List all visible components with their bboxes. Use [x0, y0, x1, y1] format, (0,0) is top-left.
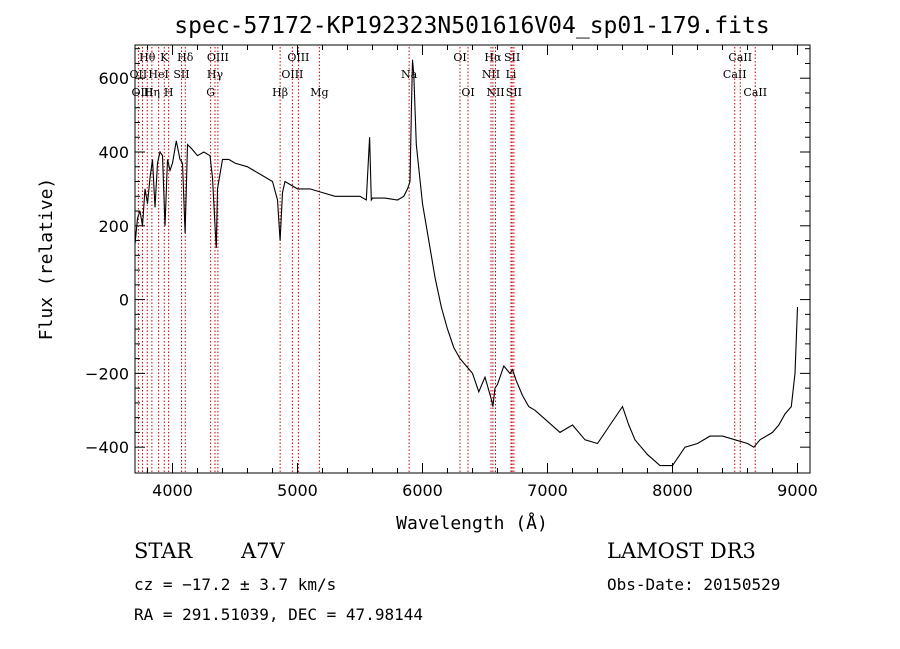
observation-date: Obs-Date: 20150529 [607, 575, 781, 594]
x-axis-label: Wavelength (Å) [396, 512, 548, 534]
emission-line-labels: HθOIIOIIIHηHeIKHSIIHδHγGOIIIHβOIIIOIIIMg… [130, 51, 768, 99]
line-label: CaII [723, 68, 747, 81]
line-label: OI [461, 86, 474, 99]
line-label: SII [173, 68, 189, 81]
x-tick-label: 5000 [277, 481, 318, 500]
ra-dec-coordinates: RA = 291.51039, DEC = 47.98144 [134, 605, 423, 624]
line-label: NII [482, 68, 500, 81]
x-tick-label: 7000 [527, 481, 568, 500]
line-label: OIII [287, 51, 309, 64]
plot-frame [134, 44, 811, 474]
y-tick-label: 600 [98, 69, 129, 88]
y-tick-label: −400 [85, 438, 129, 457]
line-label: Hα [484, 51, 502, 64]
y-axis-label: Flux (relative) [36, 178, 57, 341]
y-axis: −400 −200 0 200 400 600 [85, 48, 810, 457]
line-label: OIII [281, 68, 303, 81]
line-label: CaII [743, 86, 767, 99]
line-label: OIII [131, 86, 153, 99]
line-label: Hη [144, 86, 160, 99]
line-label: OI [453, 51, 466, 64]
line-label: K [160, 51, 169, 64]
redshift-cz: cz = −17.2 ± 3.7 km/s [134, 575, 337, 594]
line-label: HeI [148, 68, 168, 81]
object-subclass: A7V [241, 539, 285, 563]
line-label: OII [130, 68, 148, 81]
line-label: OIII [207, 51, 229, 64]
line-label: SII [504, 51, 520, 64]
x-tick-label: 4000 [152, 481, 193, 500]
emission-line-markers [137, 47, 756, 472]
line-label: NII [486, 86, 504, 99]
line-label: Na [401, 68, 418, 81]
x-axis: 4000 5000 6000 7000 8000 9000 [147, 45, 818, 500]
line-label: Hδ [177, 51, 194, 64]
line-label: G [206, 86, 215, 99]
x-tick-label: 9000 [777, 481, 818, 500]
line-label: Li [506, 68, 517, 81]
object-class: STAR [134, 539, 193, 563]
spectrum-series-line [134, 59, 799, 467]
y-tick-label: 200 [98, 217, 129, 236]
y-tick-label: −200 [85, 364, 129, 383]
y-tick-label: 400 [98, 143, 129, 162]
x-tick-label: 8000 [652, 481, 693, 500]
y-tick-label: 0 [119, 291, 129, 310]
line-label: SII [506, 86, 522, 99]
line-label: H [164, 86, 174, 99]
line-label: Hθ [139, 51, 156, 64]
line-label: Mg [310, 86, 328, 99]
chart-title: spec-57172-KP192323N501616V04_sp01-179.f… [174, 13, 769, 39]
line-label: CaII [728, 51, 752, 64]
survey-name: LAMOST DR3 [607, 539, 756, 563]
line-label: Hγ [207, 68, 224, 81]
x-tick-label: 6000 [402, 481, 443, 500]
line-label: Hβ [272, 86, 288, 99]
